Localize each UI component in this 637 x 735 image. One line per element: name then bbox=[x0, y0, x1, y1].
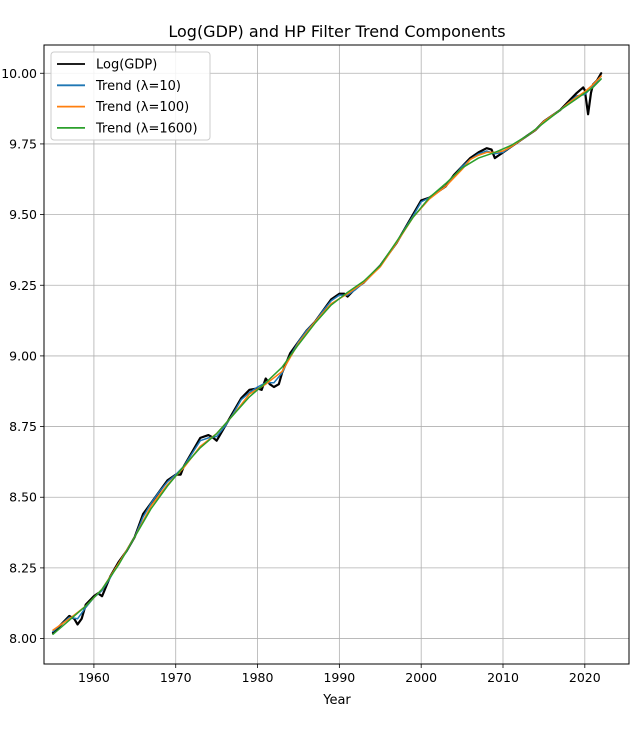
x-axis: 1960 1970 1980 1990 2000 2010 2020 bbox=[78, 664, 601, 685]
y-tick-label: 9.50 bbox=[9, 207, 37, 222]
y-tick-label: 9.75 bbox=[9, 136, 37, 151]
grid bbox=[44, 45, 629, 664]
legend-entry: Log(GDP) bbox=[96, 58, 157, 73]
y-tick-label: 8.25 bbox=[9, 560, 37, 575]
x-tick-label: 2020 bbox=[569, 670, 601, 685]
y-tick-label: 8.50 bbox=[9, 490, 37, 505]
x-tick-label: 2010 bbox=[487, 670, 519, 685]
x-tick-label: 2000 bbox=[405, 670, 437, 685]
legend-entry: Trend (λ=10) bbox=[95, 79, 181, 94]
x-tick-label: 1960 bbox=[78, 670, 110, 685]
y-tick-label: 8.75 bbox=[9, 419, 37, 434]
series-line-4 bbox=[52, 78, 602, 636]
legend: Log(GDP) Trend (λ=10) Trend (λ=100) Trend (… bbox=[50, 51, 211, 141]
series-line-3 bbox=[52, 75, 602, 631]
y-tick-label: 8.00 bbox=[9, 631, 37, 646]
series-layer bbox=[51, 72, 603, 636]
legend-entry: Trend (λ=100) bbox=[95, 100, 189, 115]
x-tick-label: 1980 bbox=[242, 670, 274, 685]
plot-frame bbox=[43, 44, 630, 665]
x-tick-label: 1970 bbox=[160, 670, 192, 685]
y-tick-label: 10.00 bbox=[1, 66, 37, 81]
legend-entry: Trend (λ=1600) bbox=[95, 121, 198, 136]
x-tick-label: 1990 bbox=[323, 670, 355, 685]
y-tick-label: 9.00 bbox=[9, 348, 37, 363]
y-tick-label: 9.25 bbox=[9, 278, 37, 293]
legend-box bbox=[50, 51, 211, 141]
y-axis: 8.00 8.25 8.50 8.75 9.00 9.25 9.50 9.75 10.00 bbox=[1, 66, 44, 646]
x-axis-label: Year bbox=[322, 693, 351, 708]
chart-title: Log(GDP) and HP Filter Trend Components bbox=[168, 22, 505, 41]
